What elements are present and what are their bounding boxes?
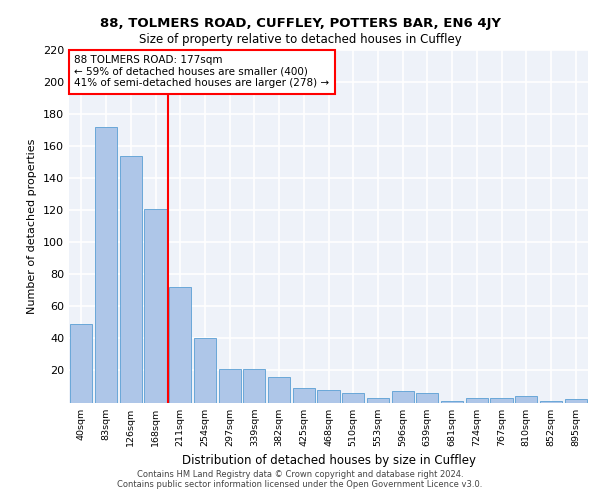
Bar bbox=[565, 400, 587, 402]
Bar bbox=[466, 398, 488, 402]
Bar bbox=[490, 398, 512, 402]
Bar bbox=[194, 338, 216, 402]
Text: 88, TOLMERS ROAD, CUFFLEY, POTTERS BAR, EN6 4JY: 88, TOLMERS ROAD, CUFFLEY, POTTERS BAR, … bbox=[100, 18, 500, 30]
Y-axis label: Number of detached properties: Number of detached properties bbox=[28, 138, 37, 314]
Bar bbox=[268, 377, 290, 402]
Bar bbox=[416, 393, 439, 402]
Text: Contains HM Land Registry data © Crown copyright and database right 2024.
Contai: Contains HM Land Registry data © Crown c… bbox=[118, 470, 482, 489]
X-axis label: Distribution of detached houses by size in Cuffley: Distribution of detached houses by size … bbox=[182, 454, 476, 467]
Bar bbox=[243, 369, 265, 402]
Bar bbox=[119, 156, 142, 402]
Bar bbox=[441, 401, 463, 402]
Text: Size of property relative to detached houses in Cuffley: Size of property relative to detached ho… bbox=[139, 32, 461, 46]
Bar bbox=[169, 287, 191, 403]
Bar bbox=[218, 369, 241, 402]
Text: 88 TOLMERS ROAD: 177sqm
← 59% of detached houses are smaller (400)
41% of semi-d: 88 TOLMERS ROAD: 177sqm ← 59% of detache… bbox=[74, 56, 329, 88]
Bar bbox=[70, 324, 92, 402]
Bar bbox=[342, 393, 364, 402]
Bar bbox=[95, 127, 117, 402]
Bar bbox=[293, 388, 315, 402]
Bar bbox=[540, 401, 562, 402]
Bar bbox=[392, 392, 414, 402]
Bar bbox=[317, 390, 340, 402]
Bar bbox=[515, 396, 538, 402]
Bar bbox=[145, 208, 167, 402]
Bar bbox=[367, 398, 389, 402]
